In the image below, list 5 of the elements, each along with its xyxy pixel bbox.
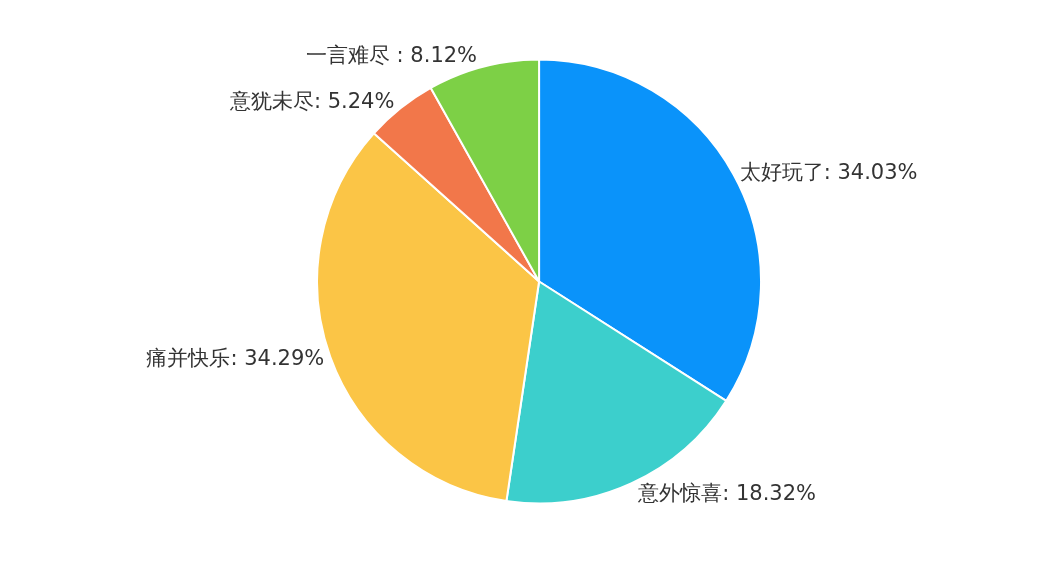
slice-label: 意外惊喜: 18.32%	[637, 481, 816, 506]
slice-label: 痛并快乐: 34.29%	[146, 346, 325, 371]
slice-label: 一言难尽 : 8.12%	[305, 43, 478, 68]
slice-label: 意犹未尽: 5.24%	[228, 88, 395, 113]
slice-label: 太好玩了: 34.03%	[739, 159, 918, 184]
